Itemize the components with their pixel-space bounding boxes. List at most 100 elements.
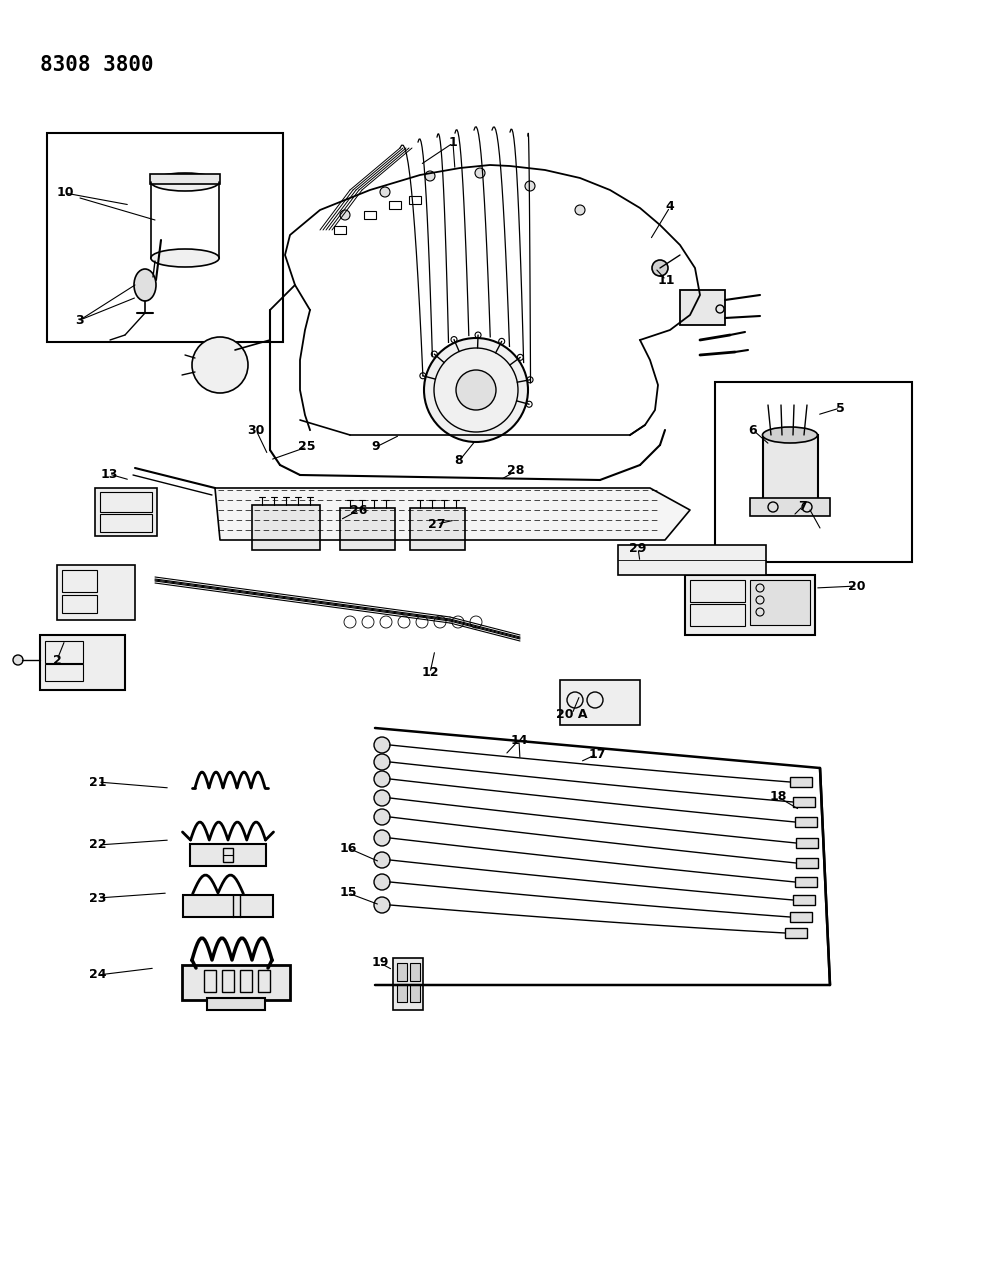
Bar — [223, 848, 233, 862]
Bar — [680, 289, 725, 325]
Text: 21: 21 — [89, 775, 107, 788]
Bar — [715, 382, 912, 562]
Text: 28: 28 — [508, 464, 524, 478]
Bar — [389, 201, 401, 209]
Text: 9: 9 — [372, 440, 380, 454]
Bar — [190, 844, 266, 866]
Bar — [560, 680, 640, 725]
Ellipse shape — [134, 269, 156, 301]
Bar — [795, 877, 817, 887]
Bar — [410, 507, 465, 550]
Bar — [150, 173, 220, 184]
Text: 12: 12 — [421, 667, 439, 680]
Bar — [790, 776, 812, 787]
Bar — [750, 499, 830, 516]
Bar — [796, 858, 818, 868]
Text: 20 A: 20 A — [556, 708, 588, 720]
Text: 2: 2 — [53, 654, 61, 667]
Bar — [45, 641, 83, 663]
Circle shape — [374, 737, 390, 754]
Text: 10: 10 — [56, 186, 74, 199]
Bar — [204, 970, 216, 992]
Circle shape — [374, 790, 390, 806]
Circle shape — [525, 181, 535, 191]
Bar — [397, 984, 407, 1002]
Text: 29: 29 — [629, 542, 647, 555]
Text: 25: 25 — [299, 440, 316, 454]
Circle shape — [13, 655, 23, 666]
Circle shape — [374, 898, 390, 913]
Bar — [690, 580, 745, 602]
Text: 22: 22 — [89, 839, 107, 852]
Text: 20: 20 — [848, 580, 866, 593]
Bar — [100, 492, 152, 513]
Text: 24: 24 — [89, 969, 107, 982]
Bar — [763, 435, 818, 500]
Circle shape — [374, 873, 390, 890]
Bar — [685, 575, 815, 635]
Text: 4: 4 — [666, 200, 675, 213]
Ellipse shape — [151, 173, 219, 191]
Circle shape — [424, 338, 528, 442]
Bar — [258, 970, 270, 992]
Bar — [793, 797, 815, 807]
Circle shape — [456, 370, 496, 411]
Bar — [790, 912, 812, 922]
Bar — [785, 928, 807, 938]
Bar — [95, 488, 157, 536]
Text: 8: 8 — [455, 454, 464, 468]
Text: 5: 5 — [836, 402, 845, 414]
Ellipse shape — [151, 249, 219, 266]
Circle shape — [192, 337, 248, 393]
Text: 19: 19 — [371, 956, 389, 969]
Bar — [793, 895, 815, 905]
Polygon shape — [215, 488, 690, 541]
Text: 8308 3800: 8308 3800 — [40, 55, 153, 75]
Text: 18: 18 — [769, 790, 787, 803]
Text: 13: 13 — [100, 468, 118, 481]
Circle shape — [374, 852, 390, 868]
Bar — [222, 970, 234, 992]
Circle shape — [575, 205, 585, 215]
Ellipse shape — [762, 427, 817, 442]
Text: 6: 6 — [748, 423, 757, 436]
Text: 26: 26 — [351, 504, 367, 516]
Bar — [207, 998, 265, 1010]
Bar — [62, 570, 97, 592]
Bar — [409, 196, 421, 204]
Circle shape — [425, 171, 435, 181]
Bar — [252, 505, 320, 550]
Bar — [183, 895, 273, 917]
Bar — [47, 133, 283, 342]
Bar — [397, 963, 407, 980]
Text: 14: 14 — [511, 733, 527, 746]
Text: 30: 30 — [247, 423, 265, 436]
Text: 16: 16 — [340, 842, 356, 854]
Bar — [410, 984, 420, 1002]
Bar — [690, 604, 745, 626]
Circle shape — [374, 771, 390, 787]
Text: 27: 27 — [428, 518, 446, 530]
Bar — [796, 838, 818, 848]
Circle shape — [652, 260, 668, 275]
Text: 3: 3 — [76, 314, 84, 326]
Circle shape — [475, 168, 485, 179]
Circle shape — [374, 830, 390, 847]
Bar — [182, 965, 290, 1000]
Bar — [100, 514, 152, 532]
Bar — [45, 664, 83, 681]
Bar — [364, 210, 376, 219]
Bar — [340, 507, 395, 550]
Bar — [40, 635, 125, 690]
Circle shape — [340, 210, 350, 221]
Bar — [393, 958, 423, 1010]
Text: 7: 7 — [798, 500, 807, 513]
Bar — [410, 963, 420, 980]
Text: 11: 11 — [657, 274, 675, 287]
Bar — [750, 580, 810, 625]
Circle shape — [380, 187, 390, 198]
Text: 1: 1 — [449, 136, 458, 149]
Bar — [62, 595, 97, 613]
Bar — [795, 817, 817, 827]
Bar — [57, 565, 135, 620]
